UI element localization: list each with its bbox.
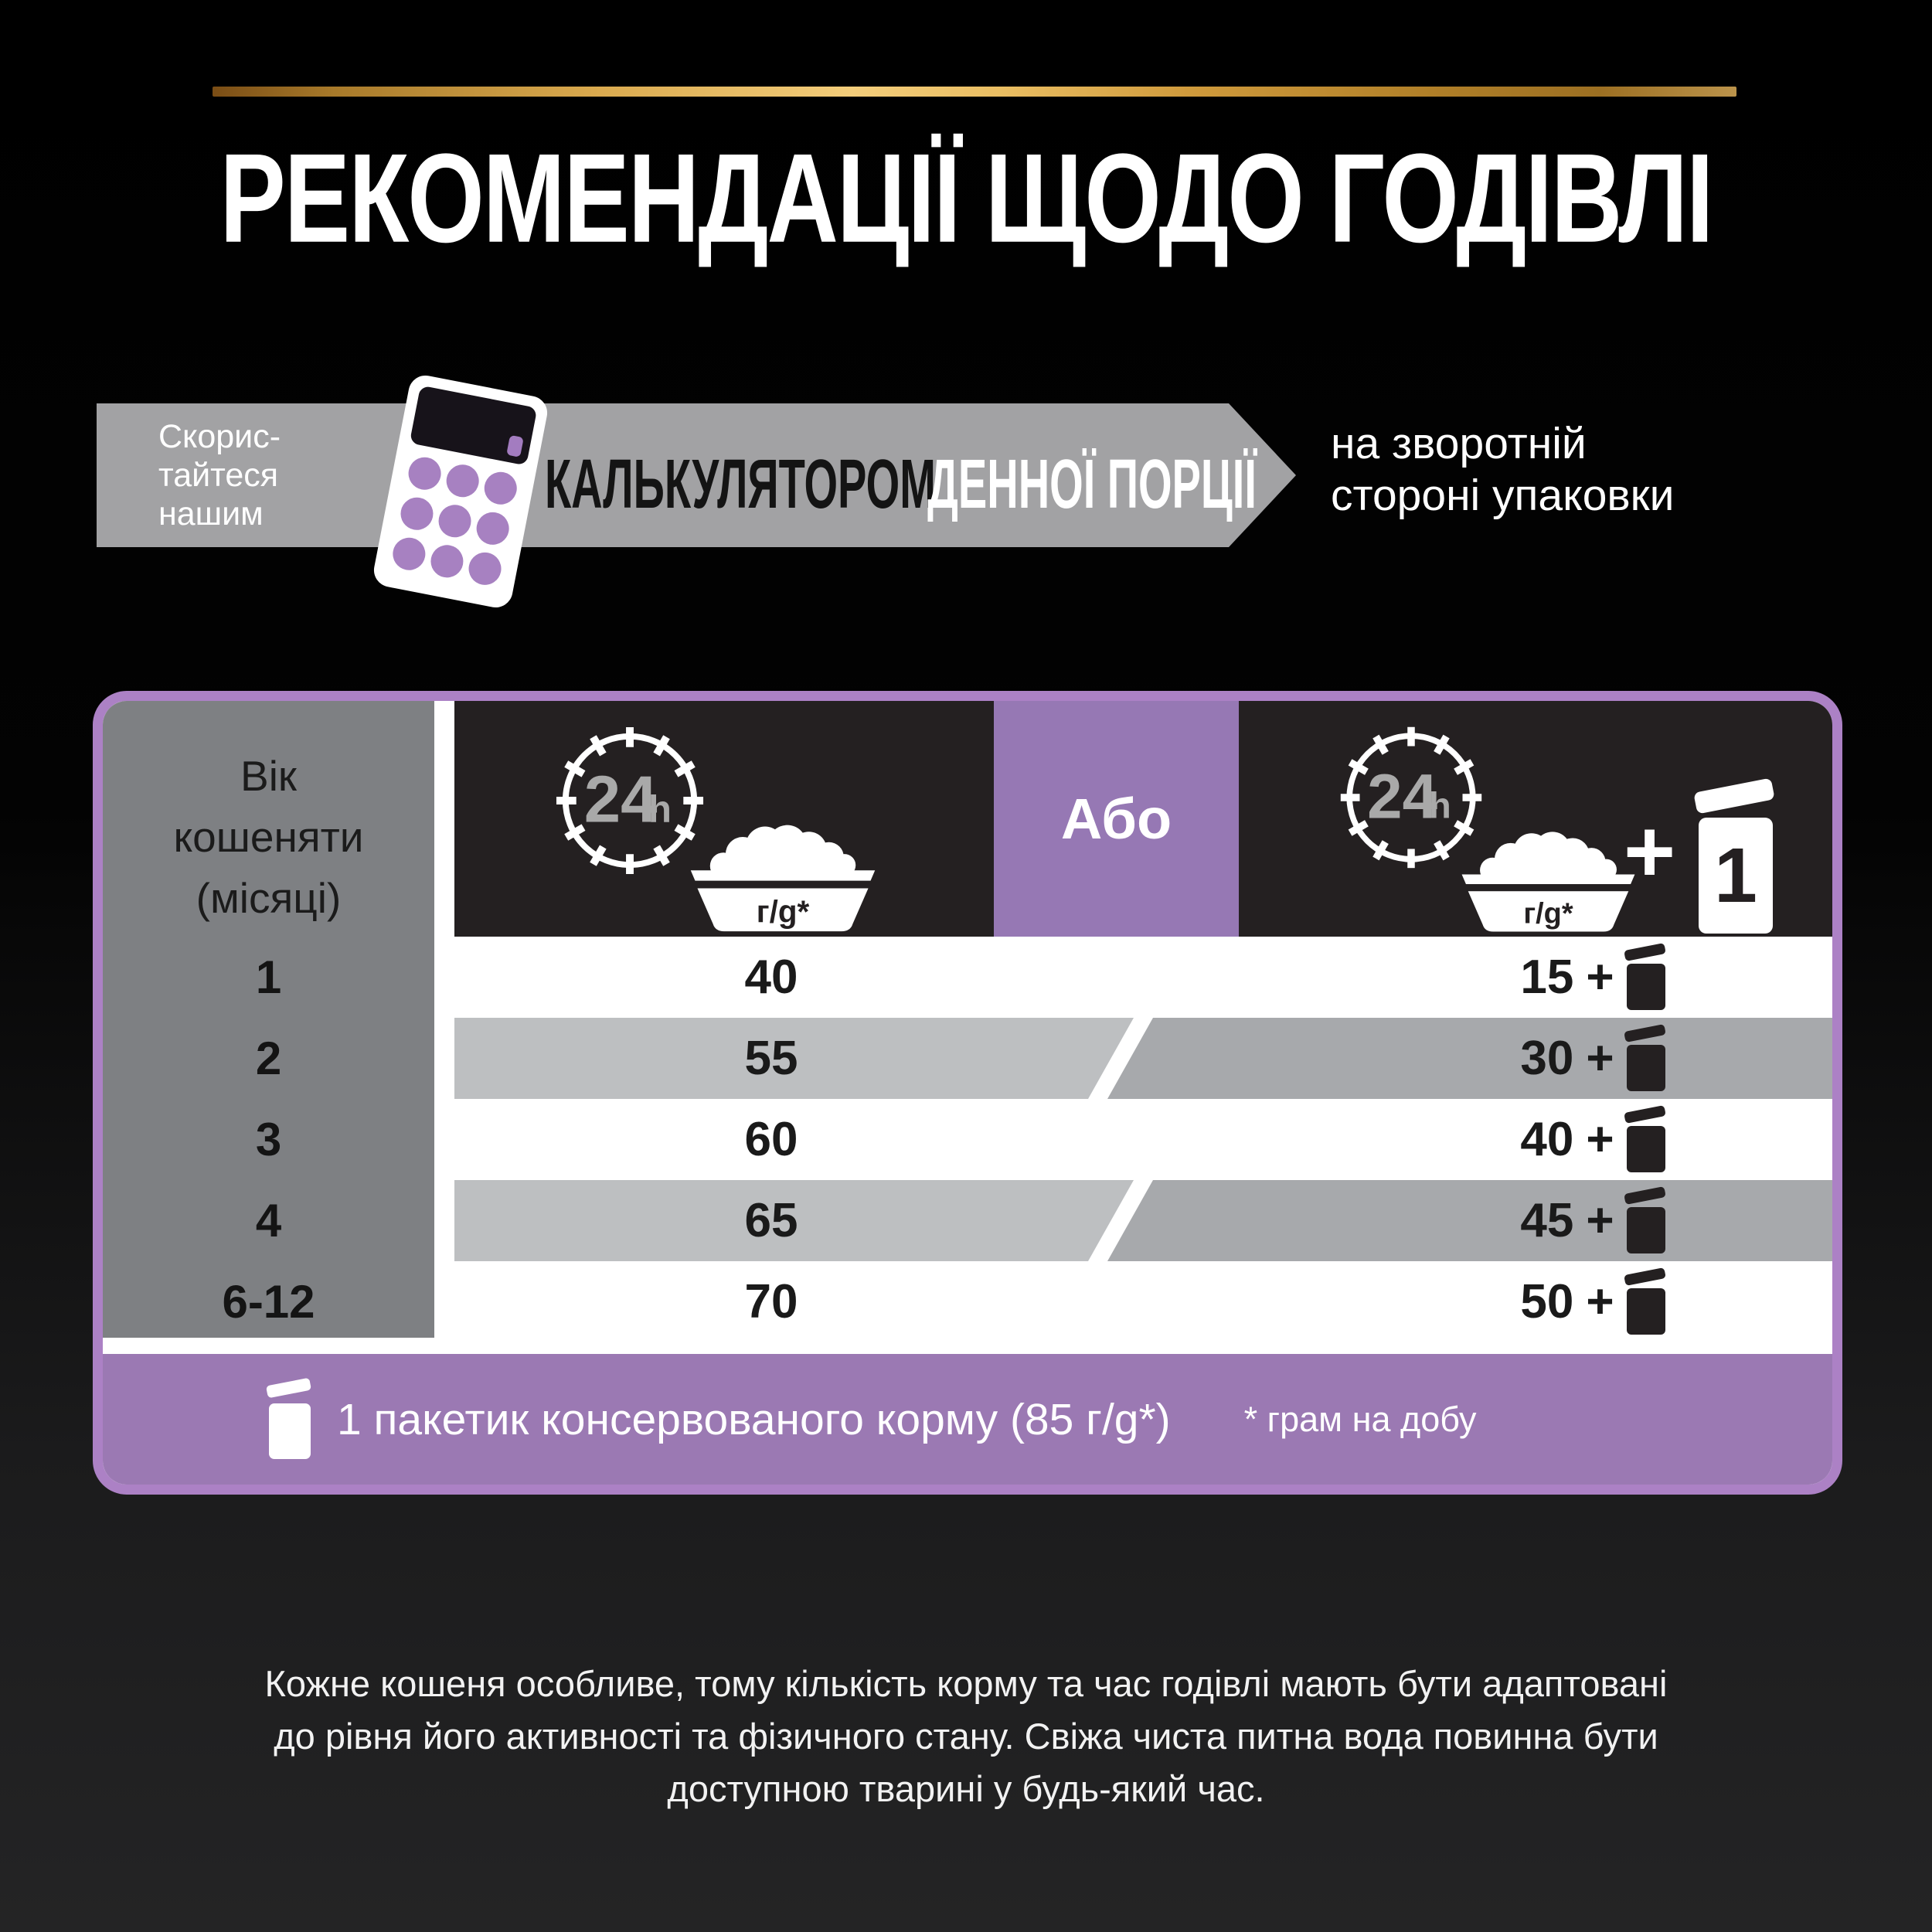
wet-value: 50 <box>1520 1275 1574 1328</box>
dry-food-bowl-icon: г/g* <box>690 825 876 932</box>
wet-value: 15 <box>1520 951 1574 1004</box>
table-row: 3 60 40 + <box>103 1099 1832 1180</box>
svg-text:г/g*: г/g* <box>1523 898 1573 930</box>
calculator-label: КАЛЬКУЛЯТОРОМ <box>545 445 936 522</box>
pouch-body: 1 <box>1699 818 1773 934</box>
plus-icon: + <box>1586 1275 1614 1328</box>
row-wet-grams: 50 + <box>1355 1261 1832 1342</box>
mixed-food-header: 24 h г/g* + 1 <box>1239 701 1832 937</box>
row-wet-grams: 30 + <box>1355 1018 1832 1099</box>
pouch-footnote-bar: 1 пакетик консервованого корму (85 г/g*)… <box>103 1354 1832 1485</box>
row-stripe <box>454 1180 1134 1261</box>
row-dry-grams: 60 <box>744 1113 798 1166</box>
row-dry-grams: 65 <box>744 1194 798 1247</box>
dry-food-header: 24 h г/g* <box>454 701 994 937</box>
wet-pouch-icon <box>1623 942 1668 1010</box>
feeding-table: Вік кошеняти (місяці) 24 h <box>93 691 1842 1495</box>
plus-icon: + <box>1586 951 1614 1004</box>
row-age: 1 <box>255 951 282 1003</box>
wet-pouch-icon <box>1623 1023 1668 1091</box>
disclaimer-line3: доступною тварині у будь-який час. <box>667 1768 1265 1809</box>
disclaimer-line1: Кожне кошеня особливе, тому кількість ко… <box>264 1663 1668 1704</box>
daily-portion-label: ДЕННОЇ ПОРЦІЇ <box>927 445 1257 522</box>
svg-text:h: h <box>1429 786 1451 827</box>
age-header-line3: (місяці) <box>196 874 342 922</box>
row-wet-grams: 40 + <box>1355 1099 1832 1180</box>
wet-pouch-icon <box>265 1377 315 1459</box>
disclaimer-line2: до рівня його активності та фізичного ст… <box>274 1716 1658 1757</box>
row-dry-grams: 55 <box>744 1032 798 1085</box>
table-row: 2 55 30 + <box>103 1018 1832 1099</box>
age-header-line2: кошеняти <box>173 813 364 861</box>
svg-text:г/g*: г/g* <box>757 894 810 930</box>
row-age: 4 <box>255 1195 282 1247</box>
row-age: 3 <box>255 1114 282 1165</box>
use-our-line3: нашим <box>158 495 264 532</box>
row-age: 2 <box>255 1032 282 1084</box>
row-wet-grams: 15 + <box>1355 937 1832 1018</box>
age-column-header: Вік кошеняти (місяці) <box>103 746 434 929</box>
age-column-background <box>103 701 434 1338</box>
row-stripe <box>1107 1018 1832 1099</box>
use-our-line2: тайтеся <box>158 457 279 494</box>
calculator-buttons <box>387 454 522 588</box>
wet-pouch-icon <box>1623 1267 1668 1335</box>
row-dry-grams: 70 <box>744 1275 798 1328</box>
grams-per-day-note: * грам на добу <box>1243 1399 1477 1439</box>
row-wet-grams: 45 + <box>1355 1180 1832 1261</box>
calculator-promo-banner <box>97 403 1296 547</box>
calculator-screen-digit <box>506 434 524 457</box>
calculator-screen <box>409 385 538 466</box>
backside-note: на зворотній стороні упаковки <box>1331 418 1674 522</box>
row-stripe <box>1107 1180 1832 1261</box>
row-dry-grams: 40 <box>744 951 798 1004</box>
gold-divider <box>213 87 1736 97</box>
table-row: 1 40 15 + <box>103 937 1832 1018</box>
feeding-disclaimer: Кожне кошеня особливе, тому кількість ко… <box>0 1658 1932 1815</box>
wet-pouch-icon <box>1623 1185 1668 1253</box>
plus-icon: + <box>1586 1194 1614 1247</box>
table-row: 4 65 45 + <box>103 1180 1832 1261</box>
use-our-line1: Скорис- <box>158 418 281 455</box>
backside-line1: на зворотній <box>1331 419 1587 468</box>
use-our-label: Скорис- тайтеся нашим <box>158 417 383 533</box>
svg-text:h: h <box>648 788 672 831</box>
wet-pouch-icon: 1 <box>1693 777 1779 934</box>
plus-icon: + <box>1586 1113 1614 1166</box>
plus-icon: + <box>1586 1032 1614 1085</box>
row-age: 6-12 <box>222 1276 315 1328</box>
svg-text:24: 24 <box>1367 762 1437 832</box>
or-cell: Або <box>994 701 1239 937</box>
plus-icon: + <box>1624 802 1676 901</box>
wet-value: 30 <box>1520 1032 1574 1085</box>
wet-value: 40 <box>1520 1113 1574 1166</box>
wet-pouch-icon <box>1623 1104 1668 1172</box>
svg-text:24: 24 <box>584 764 658 837</box>
clock-24h-icon: 24 h <box>1340 726 1482 869</box>
age-header-line1: Вік <box>240 752 297 800</box>
backside-line2: стороні упаковки <box>1331 471 1675 520</box>
table-row: 6-12 70 50 + <box>103 1261 1832 1342</box>
wet-value: 45 <box>1520 1194 1574 1247</box>
wet-food-bowl-icon: г/g* <box>1461 832 1635 932</box>
pouch-footnote-text: 1 пакетик консервованого корму (85 г/g*) <box>337 1394 1171 1444</box>
page-title: РЕКОМЕНДАЦІЇ ЩОДО ГОДІВЛІ <box>219 128 1713 270</box>
row-stripe <box>454 1018 1134 1099</box>
clock-24h-icon: 24 h <box>556 726 704 875</box>
pouch-flap <box>1693 777 1775 815</box>
